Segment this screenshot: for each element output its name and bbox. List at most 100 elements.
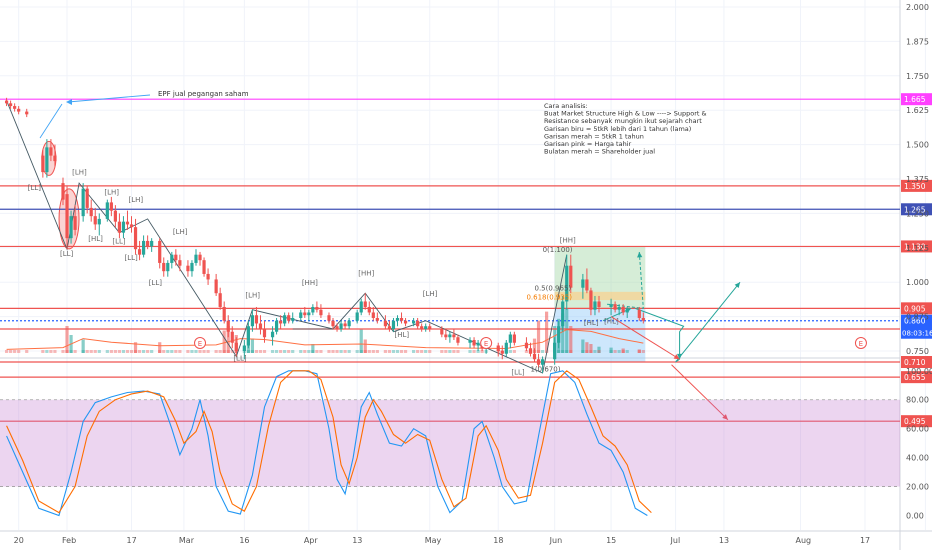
structure-label: [LL]	[60, 250, 74, 258]
candle-body	[416, 320, 420, 327]
candle-body	[190, 262, 194, 272]
volume-bar	[279, 350, 283, 353]
structure-label: [LL]	[149, 279, 163, 287]
candle-body	[569, 265, 573, 288]
volume-bar	[61, 350, 65, 353]
volume-bar	[472, 350, 476, 353]
volume-bar	[331, 350, 335, 353]
volume-bar	[589, 350, 593, 353]
stochastic-pane: 100.00 80.00 60.00 40.00 20.00 0.00	[0, 367, 932, 521]
level-price-tag	[901, 415, 932, 428]
volume-bar	[311, 350, 315, 353]
volume-bar	[73, 350, 77, 353]
candle-body	[476, 342, 480, 346]
volume-bar	[343, 350, 347, 353]
price-tick-label: 1.375	[906, 175, 929, 184]
bear-projection-head	[673, 354, 680, 360]
candle-body	[85, 188, 89, 208]
volume-bar	[545, 311, 549, 353]
candle-body	[335, 326, 339, 329]
candle-body	[186, 265, 190, 272]
fib-label: 1(0.670)	[530, 366, 560, 374]
analysis-note-line: Buat Market Structure High & Low ----> S…	[544, 110, 707, 118]
volume-bar	[206, 350, 210, 353]
volume-bar	[25, 350, 29, 353]
volume-bar	[327, 350, 331, 353]
candle-body	[387, 326, 392, 329]
structure-label: [LH]	[72, 168, 87, 176]
earnings-marker-label: E	[484, 340, 488, 348]
volume-bar	[524, 350, 529, 353]
volume-bar	[561, 313, 565, 353]
volume-bar	[468, 350, 472, 353]
price-tick-label: 1.500	[906, 141, 929, 150]
volume-bar	[89, 350, 93, 353]
candle-body	[528, 348, 533, 354]
volume-bar	[637, 349, 641, 353]
candle-body	[504, 342, 508, 354]
volume-bar	[540, 350, 545, 353]
candle-body	[166, 262, 170, 272]
volume-bar	[85, 350, 89, 353]
volume-bar	[45, 350, 49, 353]
volume-bar	[166, 350, 170, 353]
volume-bar	[371, 350, 375, 353]
candle-body	[242, 345, 246, 351]
volume-bar	[641, 350, 645, 353]
volume-bar	[178, 350, 182, 353]
support-resistance-lines[interactable]: 1.6651.3501.2651.1300.9050.8300.7100.655…	[0, 93, 932, 428]
candle-body	[637, 309, 641, 318]
time-tick-label: 13	[352, 536, 362, 545]
volume-bar	[230, 350, 234, 353]
candle-body	[299, 312, 303, 318]
bear-projection-2	[671, 364, 729, 421]
volume-bar	[109, 350, 113, 353]
candle-body	[194, 254, 198, 263]
volume-bar	[93, 350, 97, 353]
candle-body	[150, 240, 154, 247]
structure-label: [HL]	[395, 331, 410, 339]
volume-bar	[315, 350, 319, 353]
volume-bar	[581, 339, 585, 353]
level-price-tag	[901, 356, 932, 369]
candle-body	[532, 353, 537, 360]
volume-bar	[105, 350, 109, 353]
time-tick-label: Apr	[304, 536, 319, 545]
candle-body	[129, 224, 134, 228]
volume-bar	[395, 350, 400, 353]
volume-bar	[593, 350, 597, 353]
price-tick-label: 1.125	[906, 244, 929, 253]
volume-bar	[202, 350, 206, 353]
candle-body	[174, 254, 178, 261]
volume-bar	[142, 350, 146, 353]
volume-bar	[480, 350, 484, 353]
bull-projection-3-head	[734, 282, 741, 289]
volume-bar	[250, 350, 255, 353]
structure-label: [LL]	[511, 368, 525, 376]
candle-body	[303, 312, 307, 316]
volume-bar	[222, 330, 226, 353]
candle-body	[597, 301, 601, 307]
volume-bar	[311, 344, 315, 353]
bull-projection-3	[675, 281, 741, 363]
candle-body	[593, 301, 597, 310]
volume-bar	[420, 350, 424, 353]
candle-body	[162, 262, 166, 272]
structure-label: [HL]	[584, 319, 599, 327]
candle-body	[137, 249, 142, 255]
annotation-arrow	[67, 94, 151, 103]
level-price-tag	[901, 93, 932, 106]
candle-body	[424, 326, 428, 329]
volume-bar	[291, 350, 295, 353]
volume-bar	[512, 350, 516, 353]
candle-body	[214, 279, 218, 294]
candle-body	[452, 334, 456, 338]
volume-bar	[190, 350, 194, 353]
candle-body	[222, 306, 226, 321]
volume-bar	[359, 350, 363, 353]
volume-bar	[17, 350, 21, 353]
candle-body	[178, 260, 182, 266]
volume-bar	[416, 350, 420, 353]
